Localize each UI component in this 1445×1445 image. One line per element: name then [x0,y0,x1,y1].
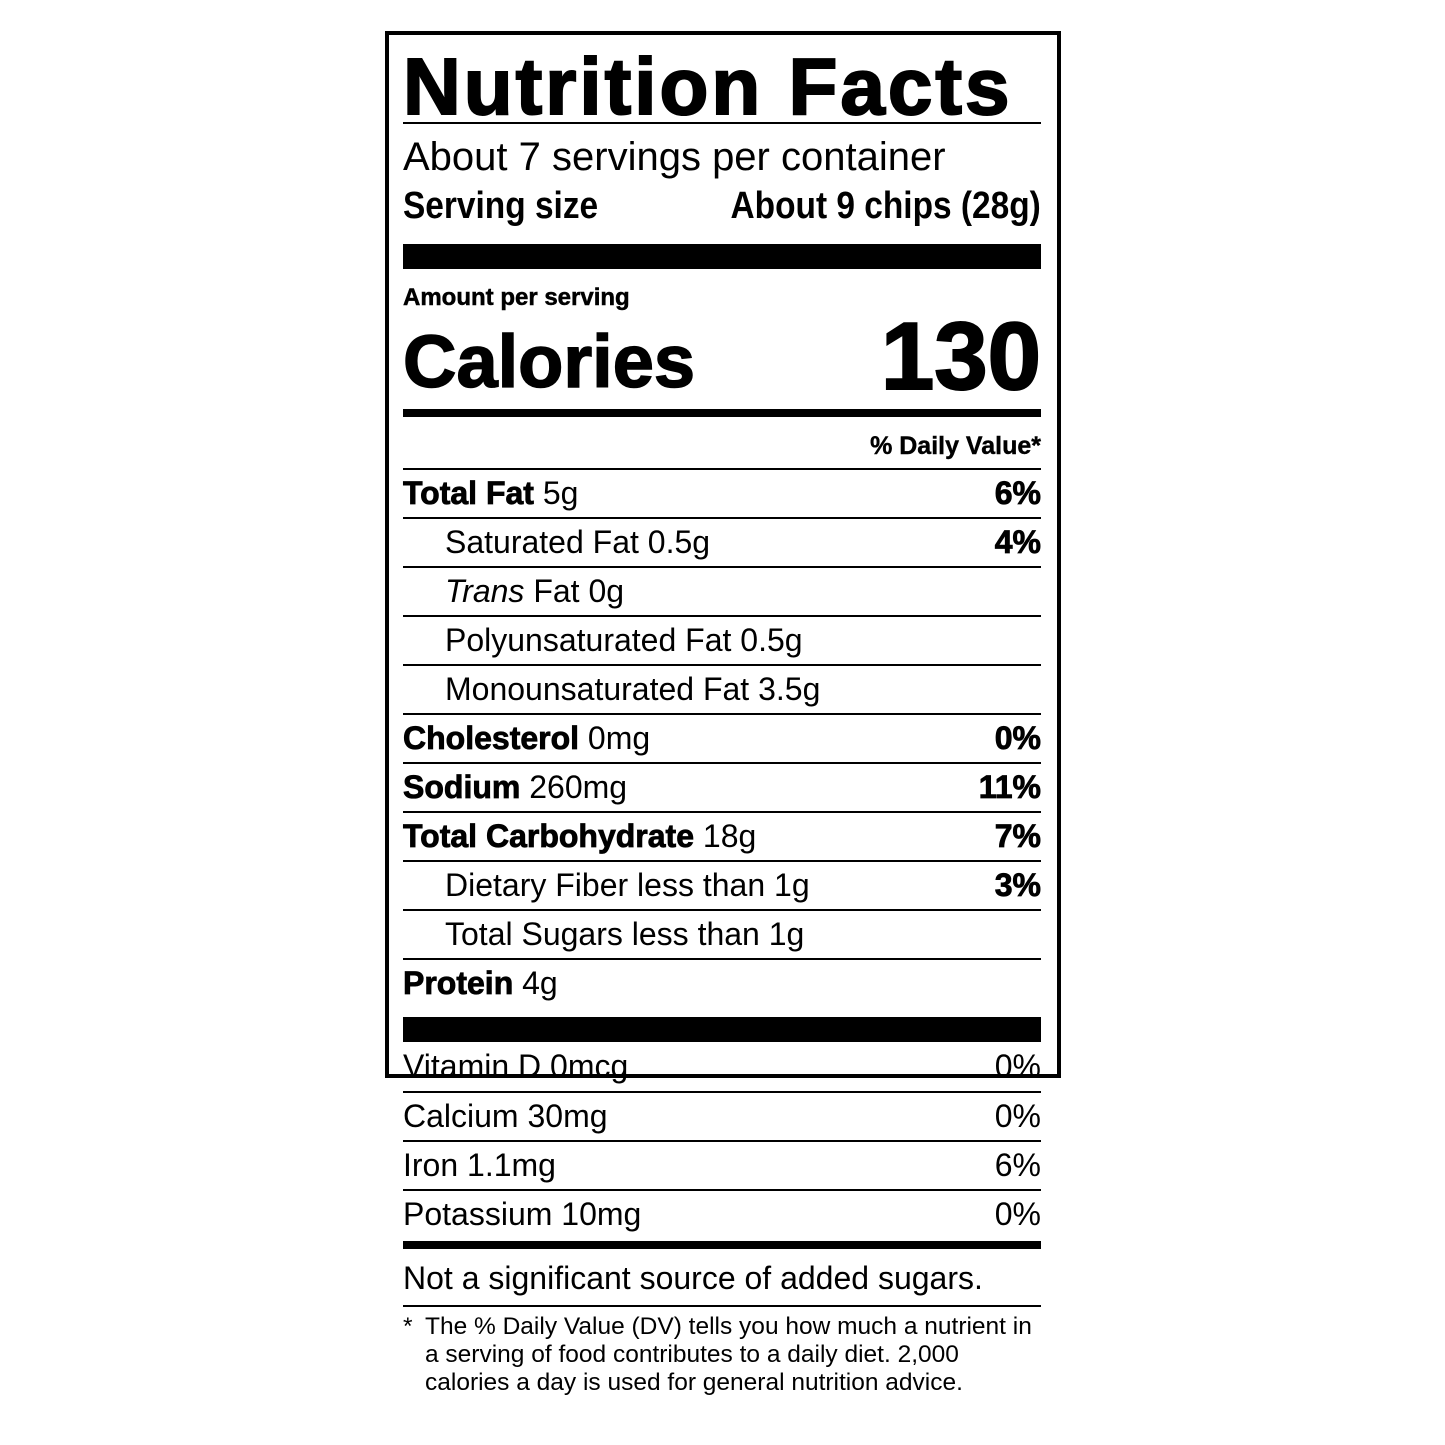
vitamin-dv: 0% [994,1048,1041,1084]
nutrient-name: Total Carbohydrate [403,818,695,855]
nutrition-facts-label: Nutrition Facts About 7 servings per con… [385,31,1061,1396]
nutrient-name: Cholesterol [403,720,580,757]
daily-value-header: % Daily Value* [870,432,1041,460]
vitamin-name: Iron [403,1147,459,1183]
nutrient-amount: 0.5g [647,524,711,560]
nutrient-amount: Fat 0g [533,573,625,609]
nutrient-dv: 7% [994,818,1041,855]
nutrient-amount: 18g [702,818,757,854]
nutrient-name: Sodium [403,769,521,806]
nutrient-amount: less than 1g [631,916,805,952]
vitamin-list: Vitamin D 0mcg 0% Calcium 30mg 0% Iron 1.1… [403,1042,1041,1238]
nutrient-list: Total Fat 5g 6% Saturated Fat 0.5g 4% Tran… [403,468,1041,1007]
nutrient-name: Protein [403,965,514,1002]
added-sugars-note: Not a significant source of added sugars… [403,1260,983,1296]
thick-divider [403,1017,1041,1042]
vitamin-name: Calcium [403,1098,519,1134]
footnote: * The % Daily Value (DV) tells you how m… [403,1313,1041,1397]
vitamin-row-vitamin-d: Vitamin D 0mcg 0% [403,1042,1041,1091]
nutrient-row-trans-fat: Trans Fat 0g [403,566,1041,615]
vitamin-row-potassium: Potassium 10mg 0% [403,1189,1041,1238]
vitamin-dv: 0% [994,1098,1041,1134]
vitamin-amount: 10mg [561,1196,642,1232]
nutrient-amount: 260mg [529,769,628,805]
vitamin-row-iron: Iron 1.1mg 6% [403,1140,1041,1189]
nutrient-name: Total Sugars [445,916,623,952]
nutrient-dv: 0% [994,720,1041,757]
calories-label: Calories [402,319,696,404]
amount-per-serving: Amount per serving [403,284,630,312]
label-title: Nutrition Facts [402,42,1013,131]
footnote-text: The % Daily Value (DV) tells you how muc… [425,1313,1032,1396]
nutrient-row-sodium: Sodium 260mg 11% [403,762,1041,811]
nutrient-amount: 0mg [587,720,651,756]
calories-value: 130 [880,303,1042,410]
nutrient-amount: 4g [522,965,558,1001]
nutrient-amount: 3.5g [758,671,821,707]
nutrient-row-saturated-fat: Saturated Fat 0.5g 4% [403,517,1041,566]
calories-row: Calories 130 [402,303,1042,410]
nutrient-row-polyunsaturated-fat: Polyunsaturated Fat 0.5g [403,615,1041,664]
vitamin-name: Vitamin D [403,1048,542,1084]
serving-size-value: About 9 chips (28g) [730,185,1041,227]
nutrient-dv: 6% [994,475,1041,512]
nutrient-row-total-sugars: Total Sugars less than 1g [403,909,1041,958]
footnote-marker: * [403,1313,413,1340]
nutrient-name: Total Fat [403,475,535,512]
nutrient-name: Trans [445,573,525,609]
serving-size: Serving size About 9 chips (28g) [403,183,1041,229]
nutrient-amount: 5g [542,475,579,511]
nutrient-row-total-fat: Total Fat 5g 6% [403,468,1041,517]
nutrient-name: Dietary Fiber [445,867,629,903]
nutrient-dv: 4% [994,524,1041,561]
nutrient-name: Polyunsaturated Fat [445,622,732,658]
vitamin-amount: 30mg [527,1098,608,1134]
nutrient-row-total-carbohydrate: Total Carbohydrate 18g 7% [403,811,1041,860]
medium-divider [403,1241,1041,1249]
nutrient-row-monounsaturated-fat: Monounsaturated Fat 3.5g [403,664,1041,713]
medium-divider [403,409,1041,417]
thick-divider [403,244,1041,269]
serving-size-label: Serving size [403,185,599,227]
nutrient-dv: 3% [994,867,1041,904]
vitamin-row-calcium: Calcium 30mg 0% [403,1091,1041,1140]
nutrient-amount: 0.5g [740,622,803,658]
nutrient-dv: 11% [978,769,1041,806]
vitamin-amount: 0mcg [550,1048,629,1084]
vitamin-amount: 1.1mg [467,1147,556,1183]
divider [403,1305,1041,1307]
servings-per-container: About 7 servings per container [403,135,946,179]
nutrient-row-dietary-fiber: Dietary Fiber less than 1g 3% [403,860,1041,909]
divider [403,122,1041,124]
nutrient-name: Saturated Fat [445,524,639,560]
nutrient-name: Monounsaturated Fat [445,671,750,707]
vitamin-name: Potassium [403,1196,553,1232]
vitamin-dv: 6% [994,1147,1041,1183]
nutrient-amount: less than 1g [637,867,810,903]
nutrient-row-protein: Protein 4g [403,958,1041,1007]
vitamin-dv: 0% [994,1196,1041,1232]
nutrient-row-cholesterol: Cholesterol 0mg 0% [403,713,1041,762]
